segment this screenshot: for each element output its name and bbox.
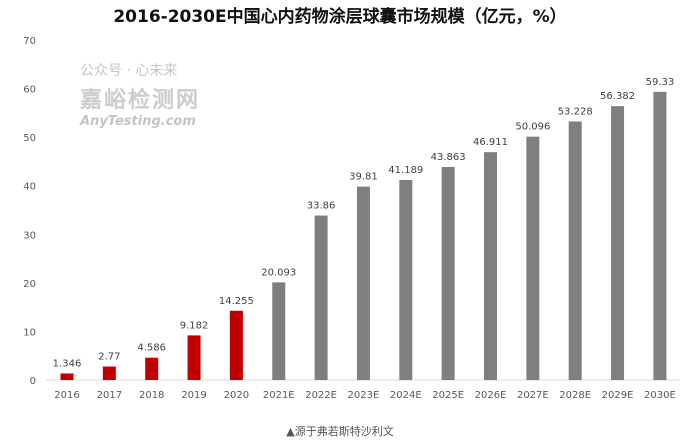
bar-2023E <box>356 186 370 380</box>
bar-2030E <box>653 91 667 380</box>
bar-2022E <box>314 215 328 380</box>
x-tick-label: 2026E <box>475 390 507 401</box>
bar-2016 <box>60 373 74 380</box>
bar-2029E <box>611 106 625 381</box>
chart-title: 2016-2030E中国心内药物涂层球囊市场规模（亿元，%） <box>113 7 567 27</box>
y-tick-label: 20 <box>23 279 36 290</box>
x-tick-label: 2029E <box>602 390 634 401</box>
data-label: 14.255 <box>219 296 254 307</box>
bar-2026E <box>484 152 497 380</box>
data-label: 53.228 <box>558 106 593 117</box>
x-tick-label: 2023E <box>348 390 380 401</box>
x-tick-label: 2019 <box>181 390 206 401</box>
bar-2024E <box>399 179 413 380</box>
data-label: 33.86 <box>307 201 336 212</box>
source-note: ▲源于弗若斯特沙利文 <box>286 425 394 438</box>
data-label: 2.77 <box>98 352 120 363</box>
data-label: 56.382 <box>600 91 635 102</box>
data-label: 39.81 <box>349 172 378 183</box>
x-tick-label: 2018 <box>139 390 164 401</box>
data-label: 20.093 <box>261 267 296 278</box>
y-tick-label: 60 <box>23 85 36 96</box>
bar-2027E <box>526 136 540 380</box>
x-tick-label: 2016 <box>54 390 79 401</box>
data-label: 46.911 <box>473 137 508 148</box>
data-label: 1.346 <box>53 358 82 369</box>
bar-2017 <box>102 366 116 380</box>
x-tick-label: 2030E <box>644 390 676 401</box>
bar-2019 <box>187 335 201 380</box>
y-tick-label: 50 <box>23 133 36 144</box>
x-tick-label: 2022E <box>305 390 337 401</box>
y-tick-label: 70 <box>23 36 36 47</box>
bar-2020 <box>229 310 243 380</box>
y-tick-label: 40 <box>23 182 36 193</box>
bar-2025E <box>441 166 455 380</box>
bar-2018 <box>145 357 159 380</box>
data-label: 9.182 <box>180 320 209 331</box>
y-tick-label: 10 <box>23 327 36 338</box>
bar-2021E <box>272 282 286 380</box>
data-label: 50.096 <box>515 122 550 133</box>
x-tick-label: 2024E <box>390 390 422 401</box>
data-label: 43.863 <box>431 152 466 163</box>
x-tick-label: 2025E <box>432 390 464 401</box>
data-label: 4.586 <box>137 343 166 354</box>
data-label: 59.33 <box>646 77 675 88</box>
y-tick-label: 0 <box>30 376 36 387</box>
x-tick-label: 2017 <box>97 390 122 401</box>
x-tick-label: 2021E <box>263 390 295 401</box>
x-tick-label: 2028E <box>559 390 591 401</box>
y-tick-label: 30 <box>23 230 36 241</box>
x-tick-label: 2020 <box>224 390 249 401</box>
data-label: 41.189 <box>388 165 423 176</box>
x-tick-label: 2027E <box>517 390 549 401</box>
bar-2028E <box>568 121 582 381</box>
